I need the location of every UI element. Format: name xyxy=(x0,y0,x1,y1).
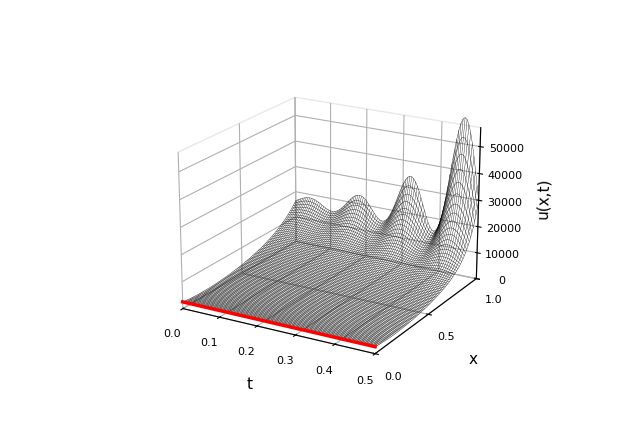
Y-axis label: x: x xyxy=(468,352,477,367)
X-axis label: t: t xyxy=(246,377,252,392)
